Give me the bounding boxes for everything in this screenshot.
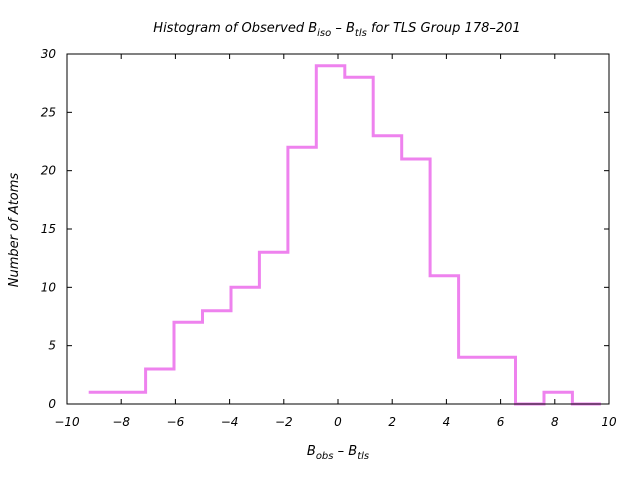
histogram-bin: [459, 357, 487, 404]
xlabel-subscript: obs: [316, 451, 334, 462]
histogram-bin: [146, 369, 174, 404]
x-tick-label: −8: [112, 415, 130, 429]
histogram-bin: [203, 311, 231, 404]
chart-title: Histogram of Observed Biso – Btls for TL…: [153, 21, 520, 39]
y-tick-label: 30: [41, 47, 57, 61]
histogram-bin: [345, 77, 373, 404]
x-tick-label: 4: [443, 415, 451, 429]
title-part: – B: [331, 21, 355, 36]
histogram-bin: [544, 392, 572, 404]
x-tick-label: 6: [497, 415, 505, 429]
x-tick-label: 10: [601, 415, 617, 429]
y-tick-label: 5: [48, 339, 56, 353]
y-tick-label: 20: [41, 164, 57, 178]
histogram-series-line: [88, 64, 601, 406]
y-tick-label: 15: [41, 222, 56, 236]
histogram-bin: [89, 392, 146, 404]
xlabel-part: B: [307, 444, 316, 459]
title-subscript: iso: [317, 28, 331, 39]
y-tick-label: 25: [41, 105, 56, 119]
x-tick-label: −10: [54, 415, 80, 429]
x-tick-label: −2: [275, 415, 293, 429]
x-tick-label: 0: [334, 415, 342, 429]
histogram-bin: [430, 276, 458, 404]
x-tick-label: 2: [388, 415, 396, 429]
x-tick-label: −6: [167, 415, 185, 429]
y-axis-label: Number of Atoms: [7, 173, 22, 288]
x-tick-label: −4: [221, 415, 239, 429]
title-part: for TLS Group 178–201: [367, 21, 521, 36]
x-axis-label: Bobs – Btls: [307, 444, 369, 462]
y-tick-label: 0: [48, 397, 56, 411]
xlabel-subscript: tls: [357, 451, 369, 462]
histogram-bin: [373, 136, 401, 404]
x-tick-label: 8: [551, 415, 559, 429]
xlabel-part: – B: [334, 444, 358, 459]
plot-area-border: [66, 53, 610, 405]
histogram-bin: [402, 159, 430, 404]
histogram-bin: [259, 252, 287, 404]
histogram-bin: [288, 147, 316, 404]
histogram-bin: [487, 357, 515, 404]
histogram-bin: [174, 322, 202, 404]
histogram-bin: [316, 66, 344, 404]
histogram-bin: [231, 287, 259, 404]
y-tick-label: 10: [41, 280, 57, 294]
title-part: Histogram of Observed B: [153, 21, 317, 36]
title-subscript: tls: [355, 28, 367, 39]
